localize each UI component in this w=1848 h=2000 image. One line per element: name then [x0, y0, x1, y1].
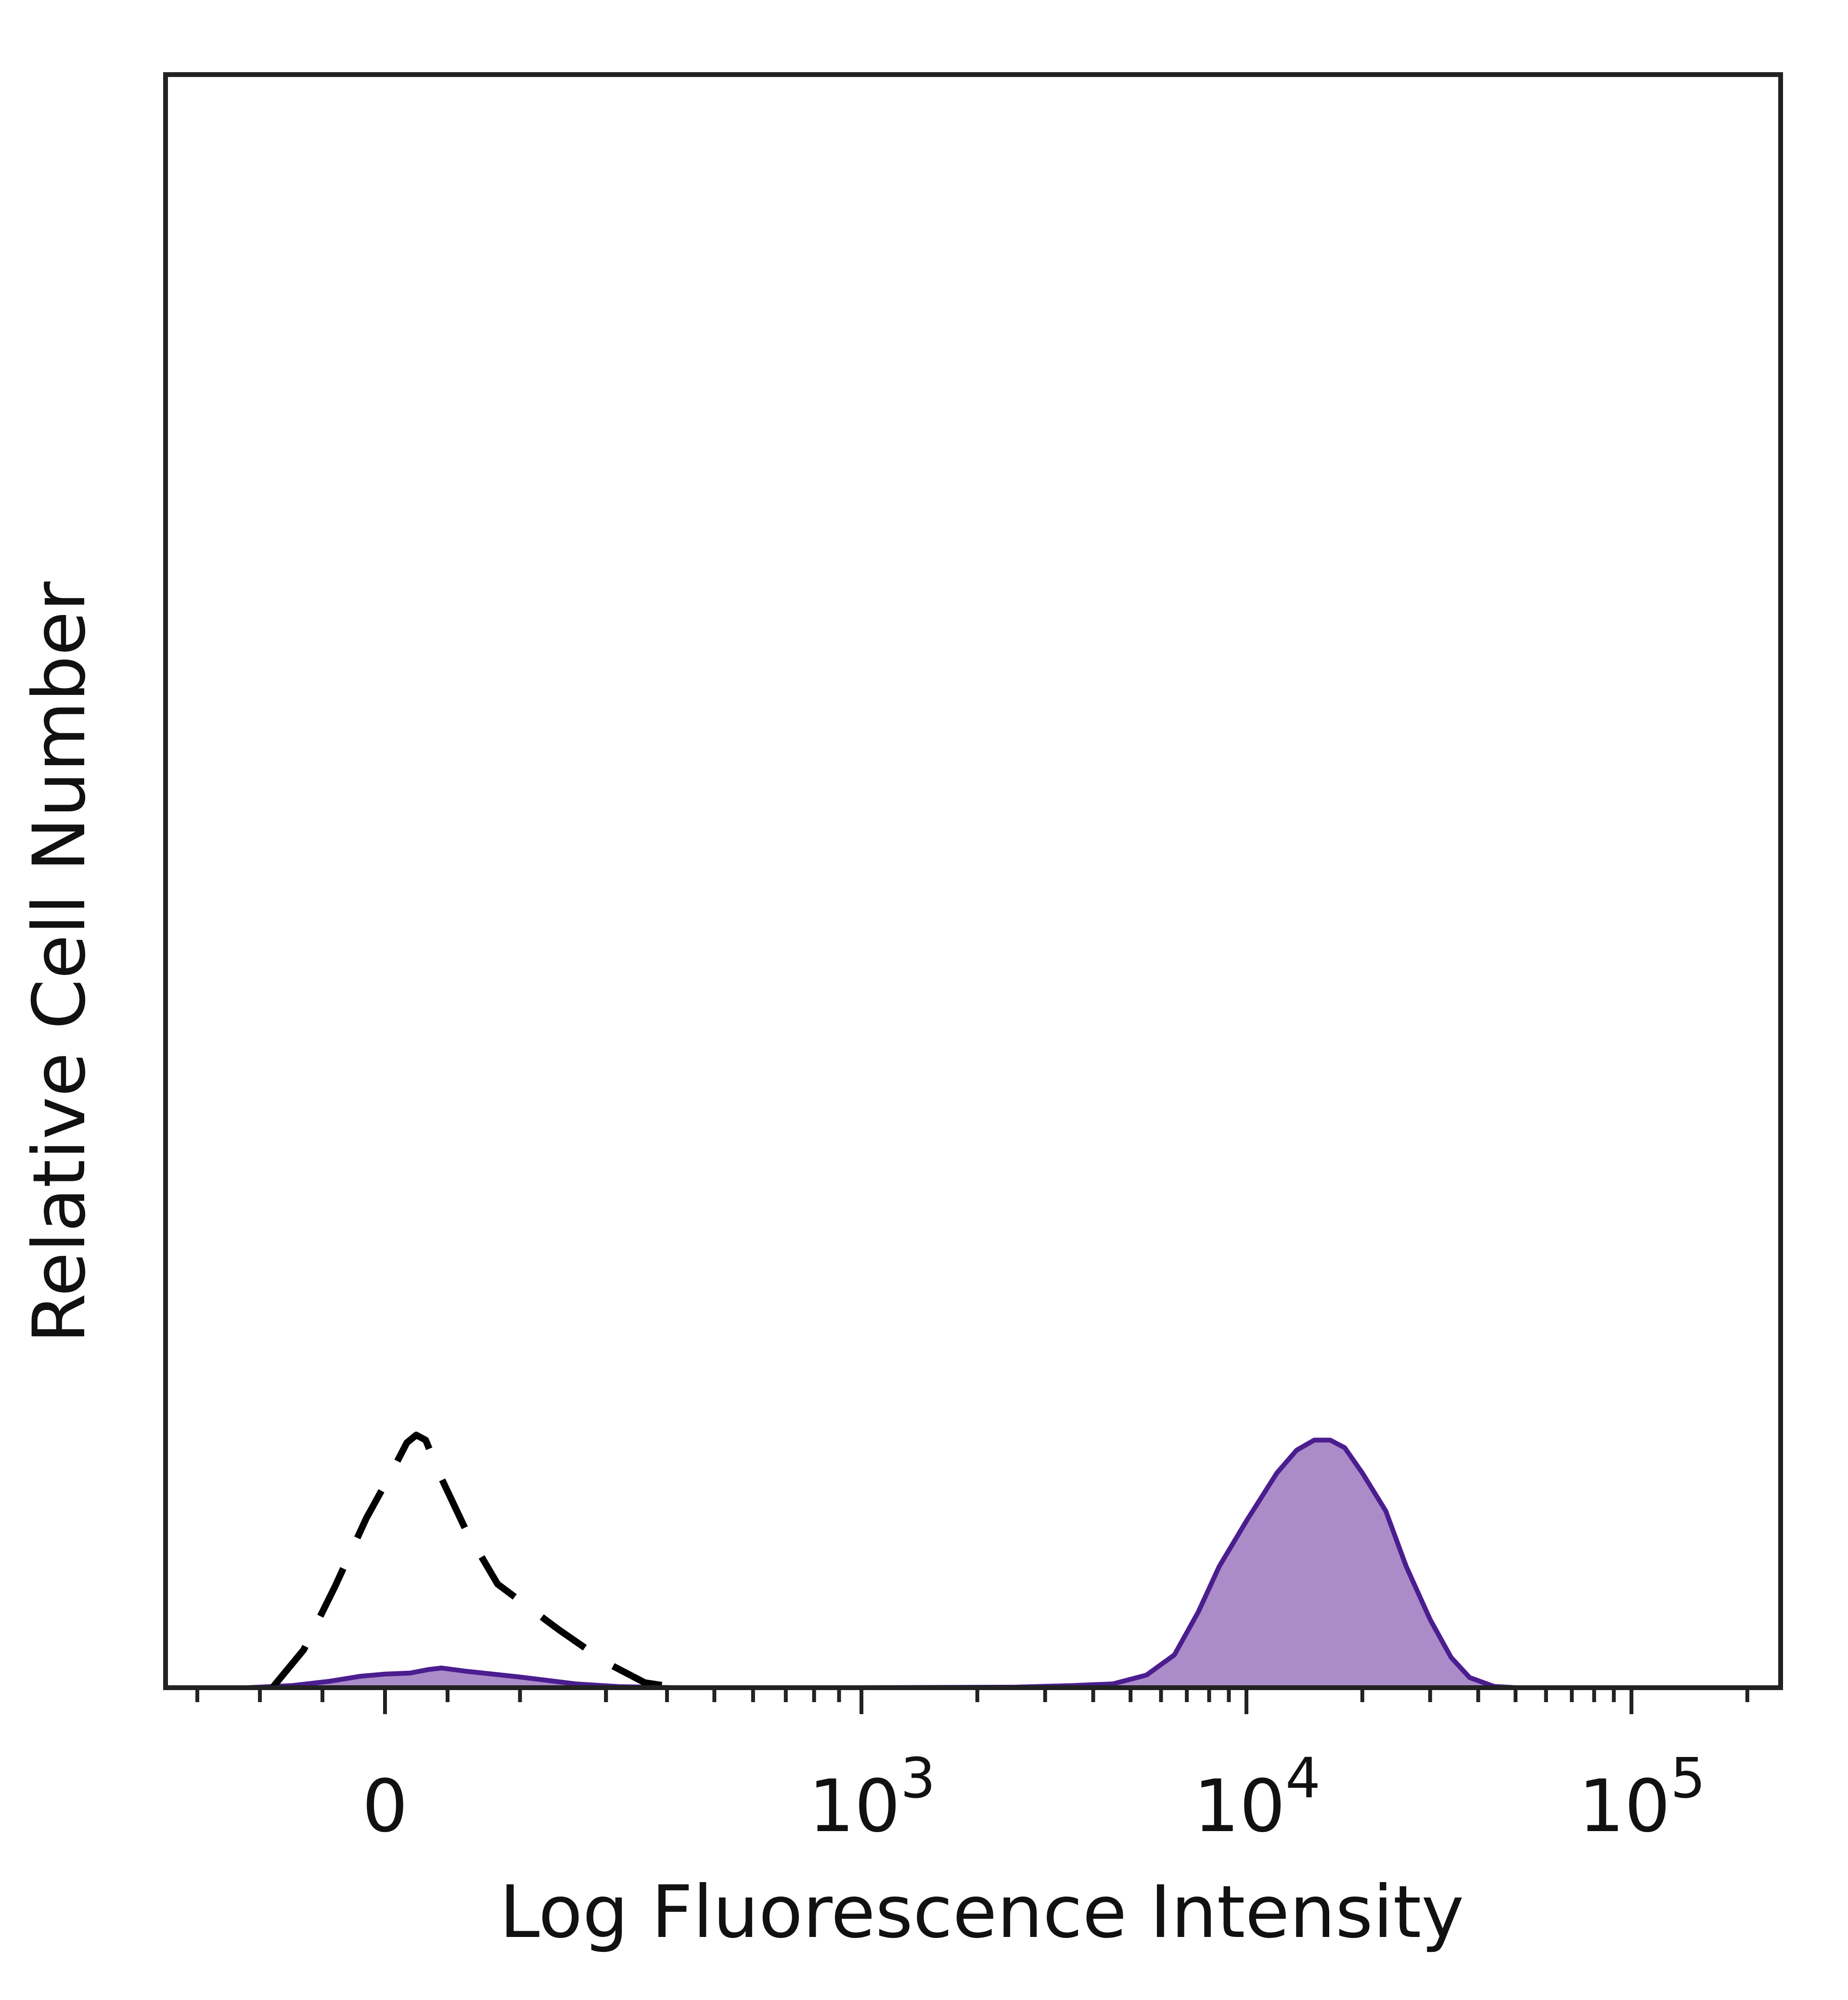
x-tick-label: 103	[808, 1746, 936, 1848]
series-1-fill	[247, 1440, 1631, 1688]
x-axis-label: Log Fluorescence Intensity	[500, 1871, 1464, 1954]
series-layer	[247, 1432, 1631, 1691]
y-axis-label: Relative Cell Number	[18, 581, 102, 1344]
plot-frame	[163, 72, 1783, 1690]
x-tick-label: 104	[1194, 1746, 1321, 1848]
series-0-line	[270, 1432, 678, 1691]
series-1-line	[247, 1437, 1631, 1690]
x-tick-labels: 0 103 104 105	[362, 1746, 1706, 1848]
x-tick-label: 105	[1578, 1746, 1706, 1848]
x-tick-label: 0	[362, 1765, 408, 1848]
